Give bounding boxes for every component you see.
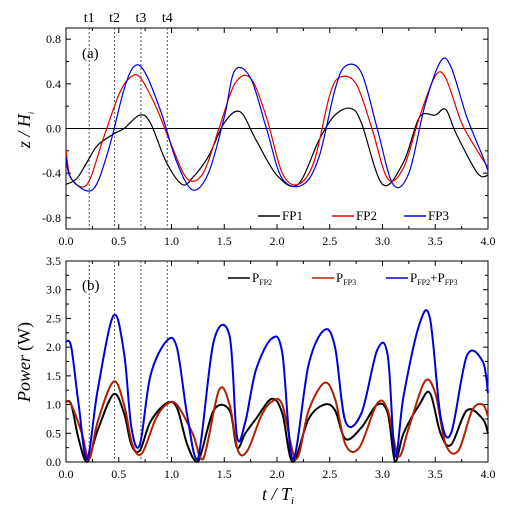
panel-b-ticks: 0.0 0.5 1.0 1.5 2.0 2.5 3.0 3.5 4.0 0.0 0.5 1.0 1.5 2… (46, 254, 496, 481)
y-tick-label: 0.0 (46, 455, 61, 469)
panel-b-ylabel: Power (W) (14, 322, 35, 403)
panel-a-ylabel-sub: i (27, 112, 36, 114)
x-tick-label: 4.0 (481, 234, 496, 248)
y-tick-label: 1.5 (46, 369, 61, 383)
x-tick-label: 1.5 (217, 234, 232, 248)
x-tick-label: 0.0 (59, 234, 74, 248)
x-tick-label: 2.0 (270, 234, 285, 248)
x-tick-label: 3.0 (375, 234, 390, 248)
x-tick-label: 3.5 (428, 234, 443, 248)
legend-label: FP3 (428, 208, 449, 223)
x-tick-label: 1.0 (164, 234, 179, 248)
panel-a-series (65, 57, 489, 192)
x-tick-label: 0.5 (111, 234, 126, 248)
legend-label: FP2 (356, 208, 377, 223)
y-tick-label: 0.4 (46, 77, 61, 91)
series-line (65, 378, 489, 461)
panel-b-ylabel-unit: (W) (14, 322, 35, 351)
x-tick-label: 2.5 (322, 467, 337, 481)
y-tick-label: -0.8 (42, 211, 61, 225)
panel-a-ticks: 0.0 0.5 1.0 1.5 2.0 2.5 3.0 3.5 4.0 -0.8 -0.4 0.0 0.… (42, 28, 496, 248)
panel-b-xlabel: t / Ti (262, 484, 294, 507)
y-tick-label: 1.0 (46, 398, 61, 412)
panel-b: 0.0 0.5 1.0 1.5 2.0 2.5 3.0 3.5 4.0 0.0 0.5 1.0 1.5 2… (14, 254, 496, 507)
x-tick-label: 2.0 (270, 467, 285, 481)
time-marker-label: t3 (135, 11, 146, 26)
series-line (65, 71, 489, 188)
panel-b-legend: PFP2 PFP3 PFP2+PFP3 (228, 270, 458, 287)
panel-b-xlabel-sub: i (291, 495, 294, 507)
time-marker-label: t2 (109, 11, 120, 26)
y-tick-label: 0.5 (46, 426, 61, 440)
panel-b-markers (88, 261, 168, 462)
x-tick-label: 0.0 (59, 467, 74, 481)
y-tick-label: 3.5 (46, 254, 61, 268)
panel-b-ylabel-base: Power (14, 354, 34, 403)
legend-label: PFP2+PFP3 (410, 270, 458, 287)
legend-label: PFP2 (252, 270, 272, 287)
panel-a-legend: FP1 FP2 FP3 (258, 208, 449, 223)
panel-b-series (65, 309, 489, 464)
x-tick-label: 1.0 (164, 467, 179, 481)
time-marker-label: t1 (84, 11, 95, 26)
y-tick-label: 0.0 (46, 122, 61, 136)
x-tick-label: 1.5 (217, 467, 232, 481)
x-tick-label: 0.5 (111, 467, 126, 481)
y-tick-label: 2.5 (46, 311, 61, 325)
series-line (65, 107, 489, 188)
panel-b-label: (b) (82, 278, 100, 294)
panel-b-xlabel-base: t / T (262, 484, 293, 504)
x-tick-label: 3.0 (375, 467, 390, 481)
panel-a: 0.0 0.5 1.0 1.5 2.0 2.5 3.0 3.5 4.0 -0.8 -0.4 0.0 0.… (14, 11, 496, 248)
y-tick-label: 2.0 (46, 340, 61, 354)
legend-label: PFP3 (336, 270, 356, 287)
y-tick-label: -0.4 (42, 166, 61, 180)
y-tick-label: 0.8 (46, 32, 61, 46)
x-tick-label: 4.0 (481, 467, 496, 481)
panel-a-ylabel: z / Hi (14, 112, 36, 149)
time-marker-label: t4 (162, 11, 173, 26)
series-line (65, 57, 489, 192)
series-line (65, 390, 489, 464)
panel-a-ylabel-base: z / H (14, 113, 34, 149)
panel-a-label: (a) (82, 46, 99, 62)
y-tick-label: 3.0 (46, 283, 61, 297)
x-tick-label: 2.5 (322, 234, 337, 248)
x-tick-label: 3.5 (428, 467, 443, 481)
panel-a-markers: t1 t2 t3 t4 (84, 11, 173, 229)
series-line (65, 309, 489, 461)
legend-label: FP1 (282, 208, 303, 223)
